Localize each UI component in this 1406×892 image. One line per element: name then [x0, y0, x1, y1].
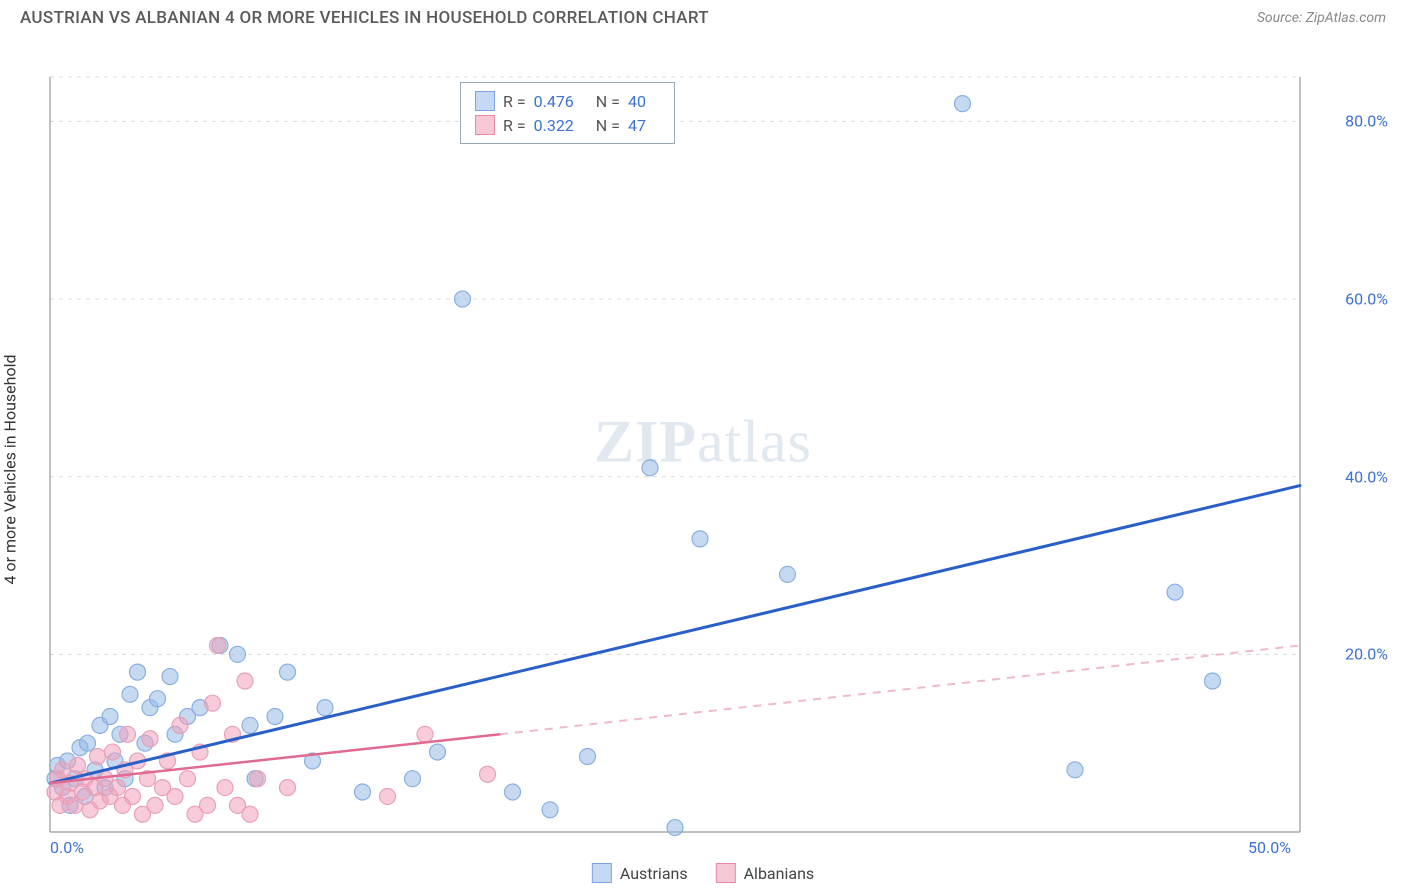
legend-label: Austrians [620, 864, 688, 883]
legend-item: Albanians [716, 863, 815, 883]
r-value: 0.322 [534, 116, 574, 135]
scatter-plot [0, 32, 1406, 867]
series-legend: Austrians Albanians [592, 863, 814, 883]
chart-area: 4 or more Vehicles in Household ZIPatlas… [0, 32, 1406, 887]
r-label: R = [503, 116, 526, 135]
y-tick-label: 40.0% [1345, 467, 1388, 486]
x-tick-label: 0.0% [50, 838, 84, 857]
legend-swatch [475, 115, 495, 135]
n-value: 47 [628, 116, 646, 135]
legend-swatch [475, 91, 495, 111]
n-label: N = [596, 92, 620, 111]
legend-label: Albanians [744, 864, 815, 883]
y-tick-label: 60.0% [1345, 290, 1388, 309]
r-value: 0.476 [534, 92, 574, 111]
chart-source: Source: ZipAtlas.com [1257, 10, 1386, 26]
legend-item: Austrians [592, 863, 688, 883]
stats-legend-row: R = 0.322 N = 47 [475, 113, 660, 137]
x-tick-label: 50.0% [1248, 838, 1291, 857]
n-value: 40 [628, 92, 646, 111]
stats-legend-box: R = 0.476 N = 40R = 0.322 N = 47 [460, 82, 675, 144]
legend-swatch [592, 863, 612, 883]
chart-header: AUSTRIAN VS ALBANIAN 4 OR MORE VEHICLES … [0, 0, 1406, 32]
chart-title: AUSTRIAN VS ALBANIAN 4 OR MORE VEHICLES … [20, 8, 709, 28]
y-tick-label: 20.0% [1345, 645, 1388, 664]
r-label: R = [503, 92, 526, 111]
legend-swatch [716, 863, 736, 883]
y-axis-label: 4 or more Vehicles in Household [1, 354, 20, 584]
y-tick-label: 80.0% [1345, 112, 1388, 131]
n-label: N = [596, 116, 620, 135]
stats-legend-row: R = 0.476 N = 40 [475, 89, 660, 113]
